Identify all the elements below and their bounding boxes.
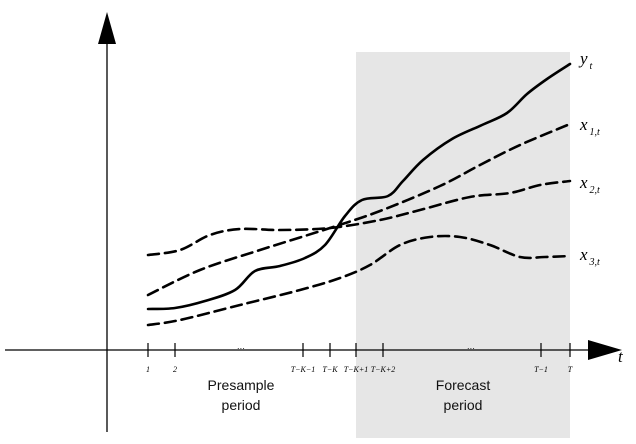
curve-x3 (146, 234, 572, 327)
label-sub: 1,t (590, 127, 601, 138)
series-label: x 2,t (579, 173, 600, 196)
tick-label: T (568, 365, 573, 374)
forecast-region (356, 52, 570, 438)
labels: y tx 1,tx 2,tx 3,tt1 2…T−K−1 T−K T−K+1 T−K+2…T−1… (146, 49, 624, 413)
curve-y (146, 62, 572, 311)
tick-label: T−1 (534, 365, 548, 374)
period-label: period (222, 397, 261, 413)
tick-label: … (467, 342, 474, 351)
label-base: y (578, 49, 588, 68)
label-sub: 3,t (589, 257, 601, 268)
tick-label: T−K−1 (291, 365, 316, 374)
tick-label: 1 (146, 365, 150, 374)
series-label: x 1,t (579, 115, 600, 138)
label-base: x (579, 173, 588, 192)
axis-label: t (618, 347, 624, 366)
series-label: x 3,t (579, 245, 600, 268)
label-sub: t (590, 61, 593, 72)
y-arrow (98, 12, 116, 44)
curve-x1 (146, 122, 572, 297)
label-base: x (579, 115, 588, 134)
label-base: x (579, 245, 588, 264)
period-label: period (444, 397, 483, 413)
period-label: Presample (208, 377, 275, 393)
tick-label: 2 (173, 365, 177, 374)
curve-x2 (146, 179, 572, 257)
tick-label: … (237, 342, 244, 351)
period-label: Forecast (436, 377, 491, 393)
tick-label: T−K (322, 365, 338, 374)
label-sub: 2,t (590, 185, 601, 196)
x-arrow (588, 340, 622, 360)
tick-label: T−K+1 (344, 365, 369, 374)
tick-label: T−K+2 (371, 365, 396, 374)
